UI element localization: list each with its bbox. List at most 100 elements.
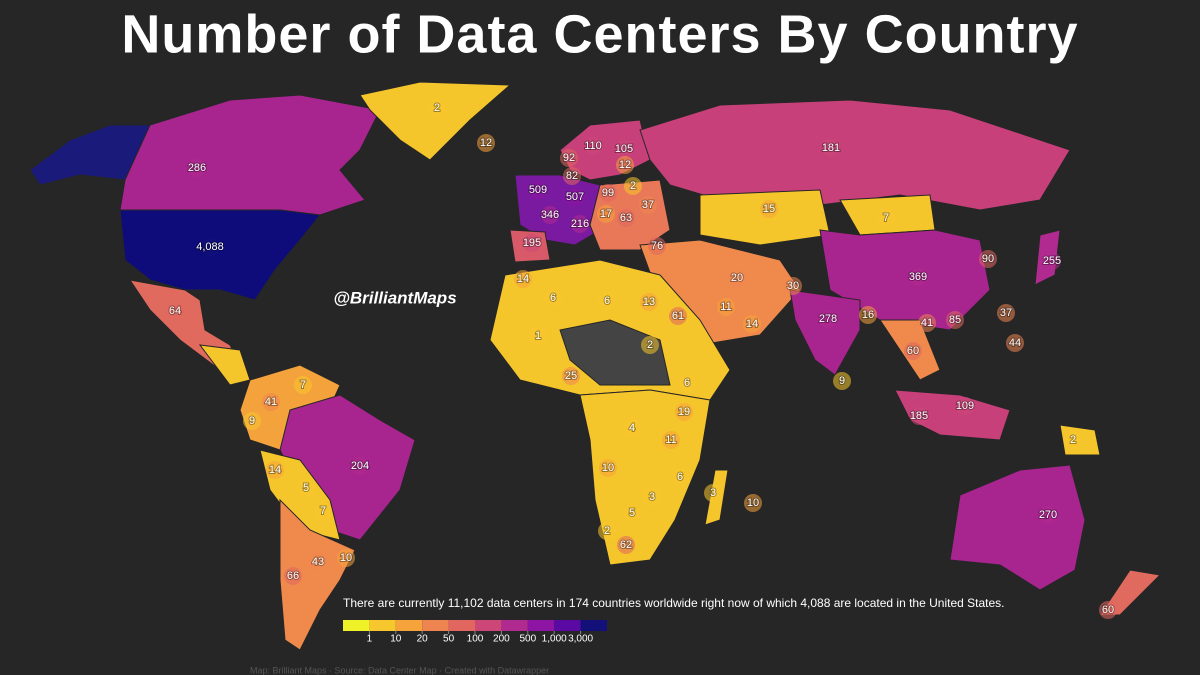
country-value: 6 bbox=[604, 295, 610, 307]
indonesia bbox=[894, 389, 1011, 441]
country-value: 2 bbox=[1070, 434, 1076, 446]
country-patch bbox=[833, 372, 851, 390]
country-value: 346 bbox=[541, 209, 559, 221]
country-value: 6 bbox=[550, 292, 556, 304]
legend-tick-label: 10 bbox=[390, 634, 402, 645]
greenland bbox=[359, 81, 512, 161]
country-value: 60 bbox=[907, 345, 919, 357]
legend-swatch bbox=[448, 620, 475, 631]
canada bbox=[119, 94, 381, 216]
country-value: 7 bbox=[883, 212, 889, 224]
country-value: 37 bbox=[1000, 307, 1012, 319]
country-patch bbox=[643, 488, 661, 506]
country-value: 255 bbox=[1043, 255, 1061, 267]
country-patch bbox=[599, 459, 617, 477]
watermark: @BrilliantMaps bbox=[333, 288, 456, 307]
country-patch bbox=[946, 311, 964, 329]
country-value: 16 bbox=[862, 309, 874, 321]
country-patch bbox=[728, 269, 746, 287]
country-value: 11 bbox=[665, 434, 676, 446]
country-value: 76 bbox=[651, 240, 663, 252]
legend-tick-label: 100 bbox=[467, 634, 484, 645]
country-patch bbox=[297, 479, 315, 497]
country-value: 19 bbox=[678, 406, 690, 418]
country-value: 92 bbox=[563, 152, 575, 164]
country-value: 286 bbox=[188, 162, 206, 174]
country-patch bbox=[284, 567, 302, 585]
country-patch bbox=[1064, 431, 1082, 449]
legend-swatch bbox=[475, 620, 502, 631]
country-value: 62 bbox=[620, 539, 632, 551]
country-patch bbox=[909, 268, 927, 286]
country-value: 2 bbox=[647, 339, 653, 351]
country-patch bbox=[351, 457, 369, 475]
south-america-south bbox=[279, 498, 356, 651]
land bbox=[29, 81, 1162, 651]
legend-tick-label: 3,000 bbox=[568, 634, 593, 645]
country-value: 2 bbox=[630, 180, 636, 192]
country-value: 9 bbox=[249, 415, 255, 427]
country-value: 30 bbox=[787, 280, 799, 292]
country-value: 5 bbox=[629, 507, 635, 519]
legend-swatch bbox=[554, 620, 581, 631]
country-patch bbox=[544, 289, 562, 307]
country-value: 10 bbox=[602, 462, 614, 474]
country-value: 195 bbox=[523, 237, 541, 249]
country-value: 41 bbox=[921, 317, 933, 329]
country-patch bbox=[1043, 252, 1061, 270]
country-patch bbox=[918, 314, 936, 332]
country-patch bbox=[717, 298, 735, 316]
country-patch bbox=[623, 504, 641, 522]
country-value: 14 bbox=[269, 464, 281, 476]
country-value: 216 bbox=[571, 218, 589, 230]
country-value: 2 bbox=[434, 102, 440, 114]
country-patch bbox=[166, 302, 184, 320]
country-patch bbox=[529, 327, 547, 345]
country-patch bbox=[262, 393, 280, 411]
country-value: 17 bbox=[600, 208, 612, 220]
country-value: 10 bbox=[747, 497, 759, 509]
country-value: 90 bbox=[982, 253, 994, 265]
country-value: 43 bbox=[312, 556, 324, 568]
country-value: 509 bbox=[529, 184, 547, 196]
australia bbox=[949, 464, 1086, 591]
country-patch bbox=[529, 181, 547, 199]
country-value: 507 bbox=[566, 191, 584, 203]
legend-tick-label: 20 bbox=[417, 634, 429, 645]
legend-swatch bbox=[527, 620, 555, 631]
country-patch bbox=[617, 536, 635, 554]
country-value: 181 bbox=[822, 142, 840, 154]
legend-swatch bbox=[501, 620, 528, 631]
country-patch bbox=[337, 549, 355, 567]
country-patch bbox=[822, 139, 840, 157]
country-patch bbox=[1006, 334, 1024, 352]
country-patch bbox=[571, 215, 589, 233]
country-value: 11 bbox=[720, 301, 731, 313]
credit: Map: Brilliant Maps · Source: Data Cente… bbox=[250, 665, 549, 675]
country-patch bbox=[819, 310, 837, 328]
country-value: 15 bbox=[763, 203, 775, 215]
country-patch bbox=[979, 250, 997, 268]
country-value: 110 bbox=[584, 140, 602, 152]
country-value: 66 bbox=[287, 570, 299, 582]
country-value: 185 bbox=[910, 410, 928, 422]
country-patch bbox=[541, 206, 559, 224]
country-value: 25 bbox=[565, 370, 577, 382]
country-patch bbox=[1039, 506, 1057, 524]
country-patch bbox=[662, 431, 680, 449]
country-patch bbox=[201, 238, 219, 256]
country-patch bbox=[641, 336, 659, 354]
usa bbox=[119, 209, 321, 301]
country-value: 37 bbox=[642, 199, 654, 211]
country-patch bbox=[266, 461, 284, 479]
country-patch bbox=[671, 468, 689, 486]
country-value: 5 bbox=[303, 482, 309, 494]
country-patch bbox=[616, 156, 634, 174]
country-patch bbox=[640, 293, 658, 311]
country-patch bbox=[598, 292, 616, 310]
country-patch bbox=[704, 484, 722, 502]
country-patch bbox=[648, 237, 666, 255]
country-patch bbox=[910, 407, 928, 425]
legend-swatch bbox=[422, 620, 449, 631]
country-value: 1 bbox=[535, 330, 541, 342]
